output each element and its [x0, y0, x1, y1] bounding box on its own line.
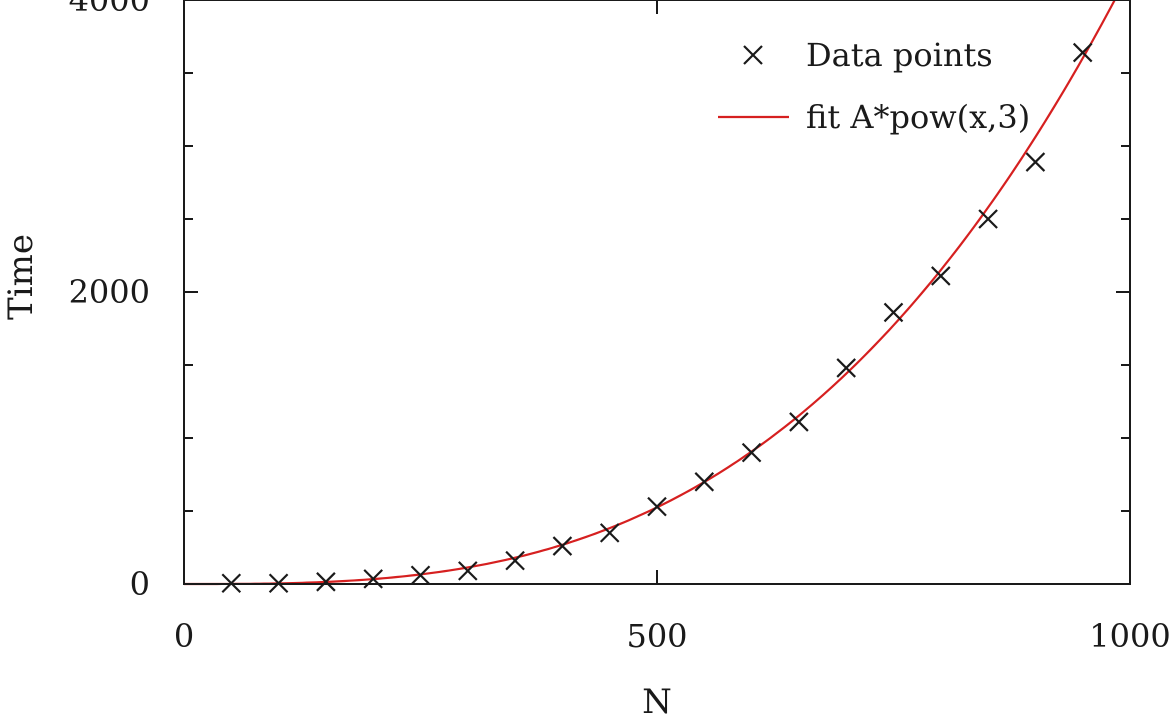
fit-line	[184, 0, 1116, 586]
data-point-18	[1072, 42, 1093, 63]
data-point-9	[647, 496, 667, 517]
data-point-5	[458, 561, 478, 581]
data-point-13	[836, 358, 856, 378]
x-axis-label: N	[642, 682, 672, 719]
x-tick-labels: 0 500 1000	[174, 617, 1171, 655]
data-point-4	[410, 565, 431, 586]
legend-label-data-points: Data points	[806, 36, 993, 74]
axis-ticks	[183, 0, 1131, 585]
x-tick-label-2: 1000	[1089, 617, 1170, 655]
y-axis-label: Time	[1, 234, 41, 320]
legend-marker-data-points	[743, 45, 763, 65]
plot-frame	[183, 0, 1131, 585]
data-point-14	[883, 302, 904, 323]
y-tick-label-1: 2000	[69, 273, 150, 311]
data-points	[221, 42, 1093, 594]
x-tick-label-1: 500	[626, 617, 687, 655]
data-point-12	[789, 412, 809, 432]
data-point-10	[694, 472, 715, 492]
legend: Data points fit A*pow(x,3)	[718, 36, 1030, 136]
y-tick-labels: 0 2000 4000	[69, 0, 150, 603]
data-point-15	[931, 266, 951, 286]
data-point-17	[1025, 152, 1046, 172]
data-point-6	[505, 550, 525, 571]
y-tick-label-0: 0	[130, 565, 150, 603]
data-point-7	[552, 536, 573, 556]
data-point-16	[978, 209, 998, 229]
y-tick-label-2: 4000	[69, 0, 150, 19]
data-point-8	[599, 523, 620, 543]
plot-area	[183, 0, 1131, 594]
data-point-2	[316, 572, 336, 592]
legend-label-fit-line: fit A*pow(x,3)	[806, 98, 1030, 136]
x-tick-label-0: 0	[174, 617, 194, 655]
data-point-11	[741, 442, 762, 463]
